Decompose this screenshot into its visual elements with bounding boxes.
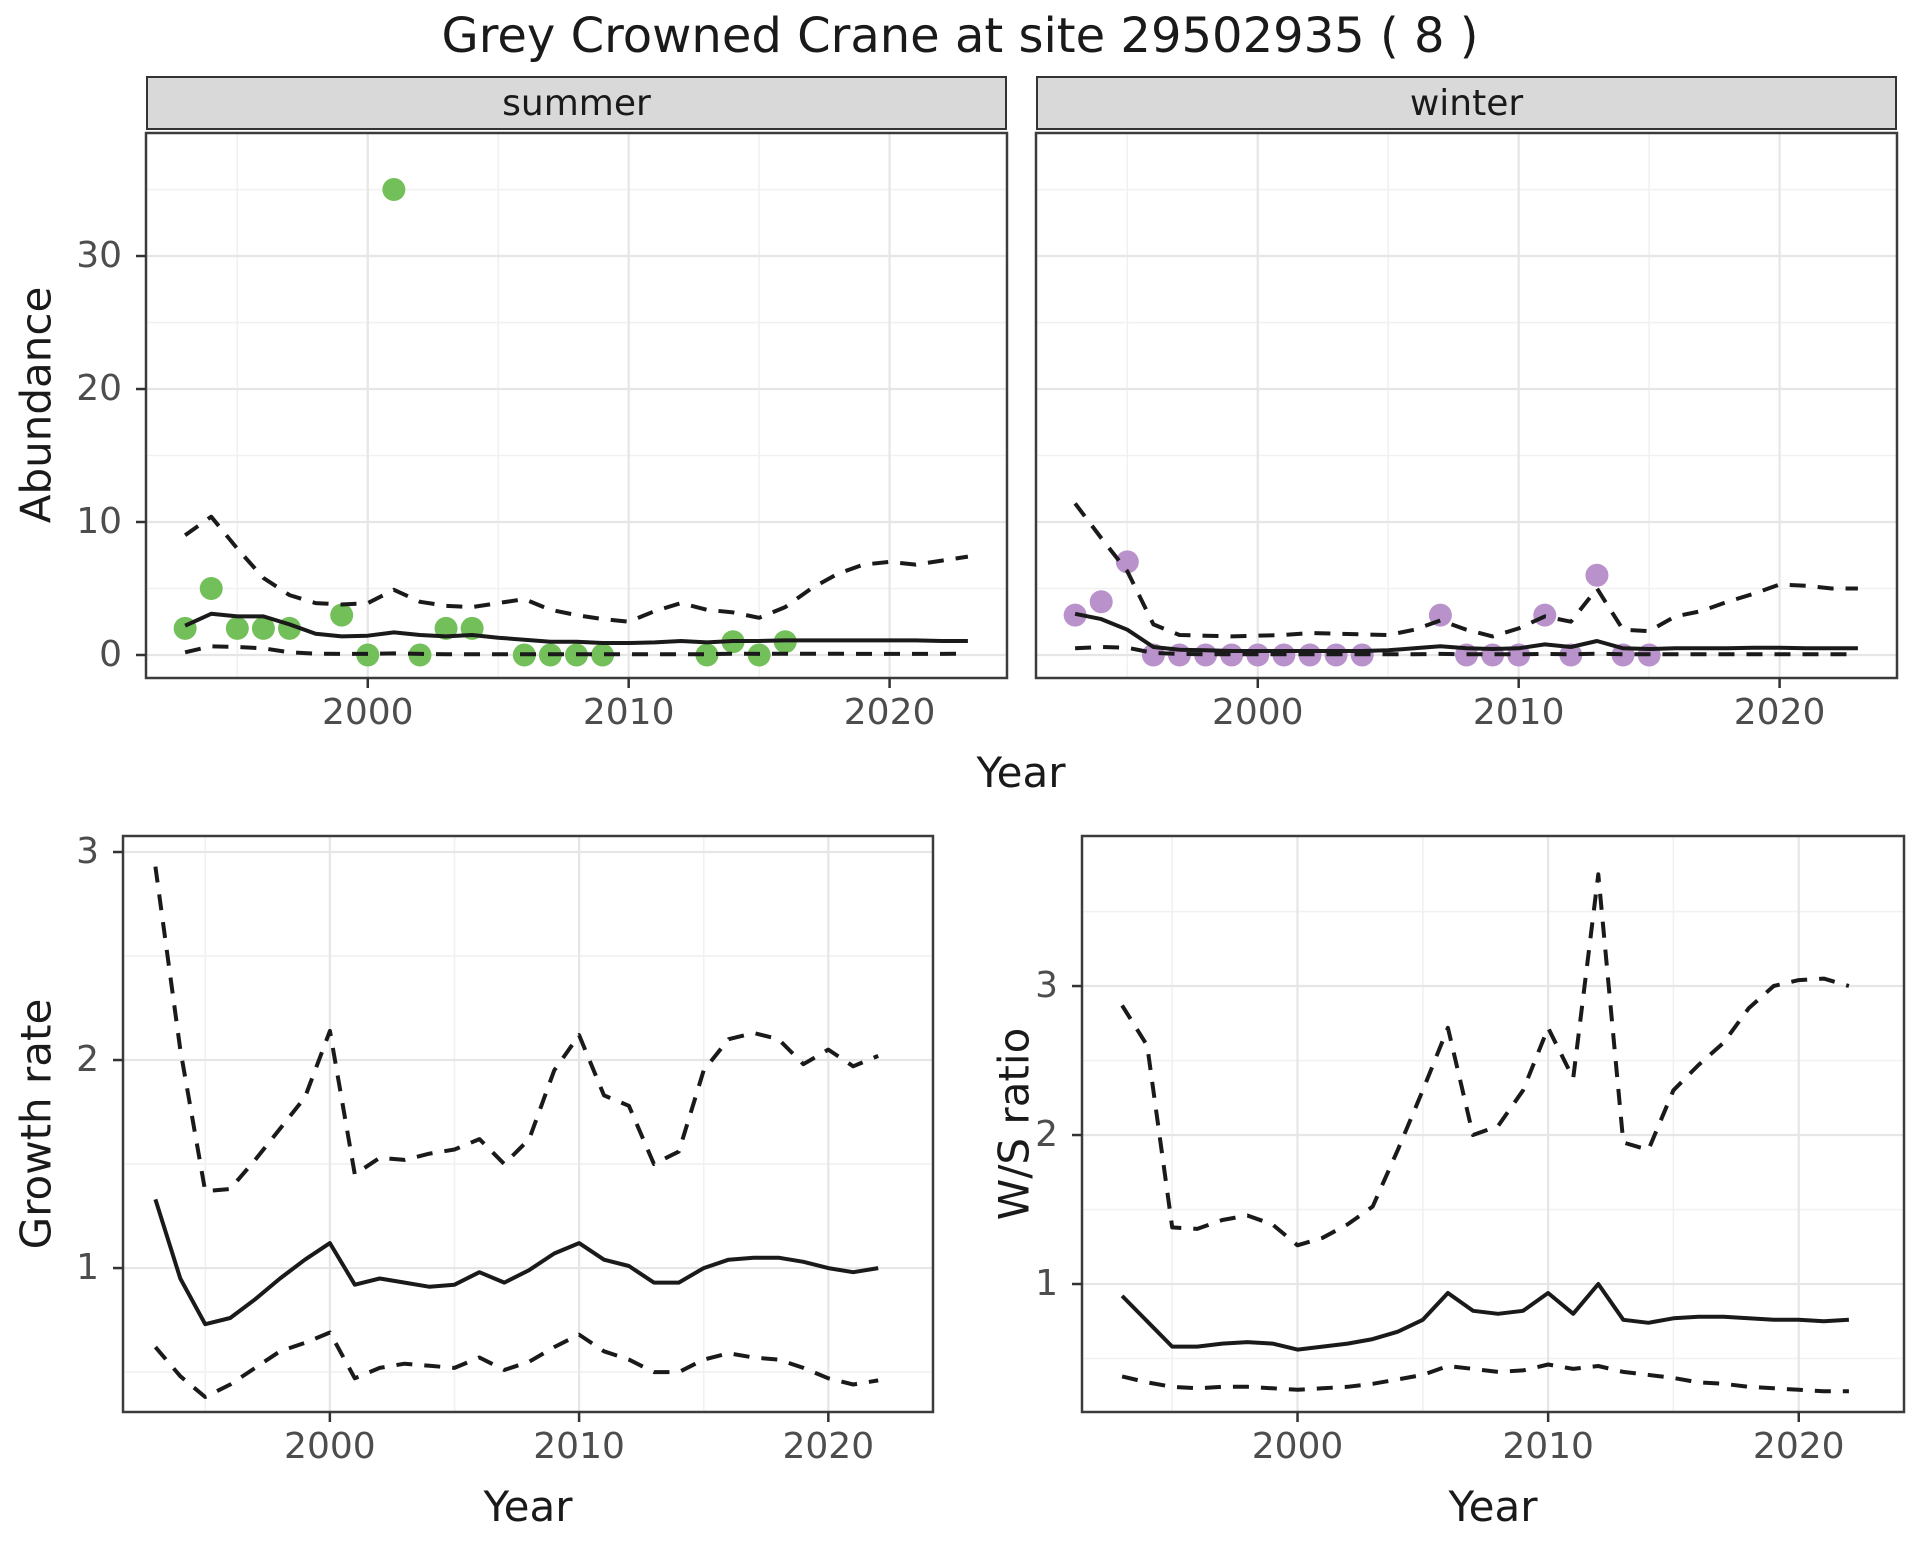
series-upper_ci	[1120, 872, 1850, 1248]
data-point-summer	[330, 603, 354, 627]
facet-label-winter: winter	[1409, 82, 1524, 124]
series-upper_ci	[1073, 502, 1858, 639]
y-axis-title-ws-ratio: W/S ratio	[989, 1027, 1039, 1221]
data-point-summer	[695, 643, 719, 667]
panel-border	[144, 131, 1009, 680]
series-median	[1120, 1282, 1850, 1352]
series-upper_ci	[183, 514, 969, 624]
y-axis-title-abundance: Abundance	[11, 286, 61, 524]
series-lower_ci	[184, 644, 968, 657]
data-point-summer	[382, 178, 406, 202]
series-fit	[184, 611, 968, 645]
data-point-summer	[251, 616, 275, 640]
series-fit	[1074, 611, 1858, 653]
series-lower_ci	[153, 1330, 879, 1399]
facet-strip-summer: summer	[146, 76, 1007, 130]
data-point-winter	[1585, 563, 1609, 587]
data-point-summer	[199, 576, 223, 600]
facet-strip-winter: winter	[1036, 76, 1897, 130]
panel-border	[1034, 131, 1899, 680]
data-point-summer	[225, 616, 249, 640]
x-axis-title-year-ws: Year	[1448, 1482, 1538, 1531]
y-axis-title-growth-rate: Growth rate	[11, 998, 61, 1250]
data-point-winter	[1089, 590, 1113, 614]
panel-border	[121, 834, 935, 1414]
series-lower_ci	[1075, 645, 1858, 657]
data-point-winter	[1559, 643, 1583, 667]
series-lower_ci	[1121, 1362, 1849, 1394]
series-upper_ci	[153, 866, 879, 1194]
data-point-summer	[591, 643, 615, 667]
series-median	[153, 1198, 879, 1327]
facet-label-summer: summer	[502, 82, 651, 124]
x-axis-title-year-growth: Year	[483, 1482, 573, 1531]
data-point-winter	[1115, 550, 1139, 574]
x-axis-title-year-top: Year	[976, 748, 1066, 797]
page-title: Grey Crowned Crane at site 29502935 ( 8 …	[441, 8, 1479, 64]
panel-border	[1080, 834, 1906, 1414]
